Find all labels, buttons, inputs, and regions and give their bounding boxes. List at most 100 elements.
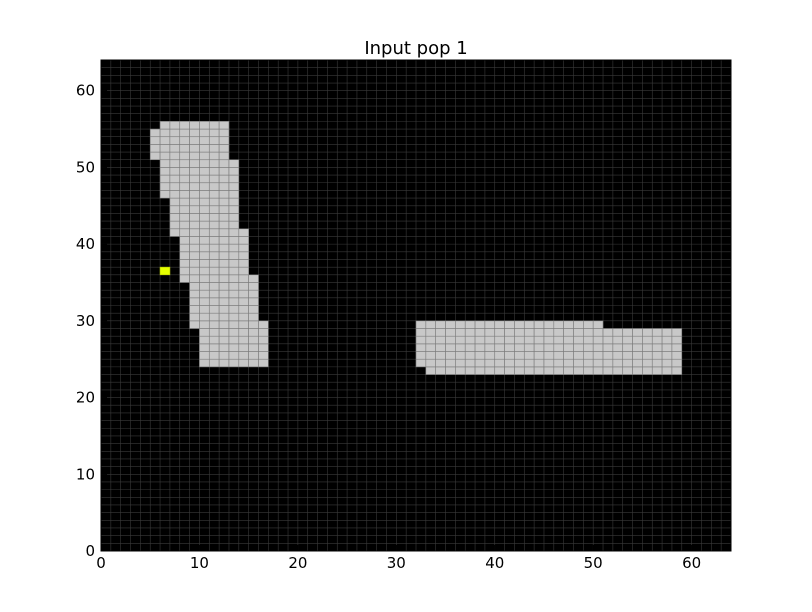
active-cell <box>632 366 643 375</box>
active-cell <box>169 220 181 230</box>
active-cell <box>651 328 663 337</box>
active-cell <box>661 328 673 337</box>
x-tick-label: 20 <box>288 554 307 572</box>
active-cell <box>189 274 200 283</box>
active-cell <box>199 282 210 291</box>
active-cell <box>622 366 633 375</box>
active-cell <box>622 328 633 337</box>
active-cell <box>474 343 486 352</box>
active-cell <box>563 335 574 345</box>
active-cell <box>218 335 230 345</box>
x-tick-label: 10 <box>190 554 209 572</box>
active-cell <box>523 320 535 329</box>
active-cell <box>602 366 614 375</box>
active-cell <box>484 335 496 345</box>
active-cell <box>228 236 240 245</box>
active-cell <box>208 297 220 306</box>
active-cell <box>445 343 456 352</box>
active-cell <box>208 312 220 322</box>
active-cell <box>218 343 230 352</box>
chart-title: Input pop 1 <box>364 38 467 59</box>
active-cell <box>455 343 466 352</box>
active-cell <box>208 259 220 268</box>
active-cell <box>228 197 240 207</box>
active-cell <box>248 335 259 345</box>
active-cell <box>553 366 564 375</box>
active-cell <box>189 182 200 191</box>
active-cell <box>671 328 683 337</box>
active-cell <box>415 320 427 329</box>
active-cell <box>415 328 427 337</box>
active-cell <box>258 328 269 337</box>
active-cell <box>199 297 210 306</box>
active-cell <box>504 366 515 375</box>
active-cell <box>425 351 436 360</box>
active-cell <box>218 197 230 207</box>
active-cell <box>179 274 190 283</box>
active-cell <box>435 366 446 375</box>
active-cell <box>218 297 230 306</box>
active-cell <box>169 151 181 161</box>
active-cell <box>651 343 663 352</box>
active-cell <box>228 159 240 168</box>
active-cell <box>592 358 604 368</box>
active-cell <box>248 320 259 329</box>
active-cell <box>208 228 220 237</box>
active-cell <box>533 351 545 360</box>
active-cell <box>248 282 259 291</box>
active-cell <box>248 312 259 322</box>
active-cell <box>218 305 230 314</box>
active-cell <box>583 320 594 329</box>
active-cell <box>671 358 683 368</box>
active-cell <box>189 197 200 207</box>
active-cell <box>563 358 574 368</box>
active-cell <box>238 297 249 306</box>
active-cell <box>208 335 220 345</box>
active-cell <box>228 289 240 299</box>
active-cell <box>484 366 496 375</box>
active-cell <box>228 297 240 306</box>
active-cell <box>228 328 240 337</box>
active-cell <box>228 358 240 368</box>
active-cell <box>159 182 171 191</box>
active-cell <box>228 305 240 314</box>
active-cell <box>218 259 230 268</box>
active-cell <box>189 305 200 314</box>
active-cell <box>494 351 505 360</box>
active-cell <box>258 351 269 360</box>
x-tick-label: 60 <box>682 554 701 572</box>
active-cell <box>612 358 624 368</box>
active-cell <box>563 343 574 352</box>
active-cell <box>199 251 210 260</box>
active-cell <box>612 328 624 337</box>
active-cell <box>189 236 200 245</box>
active-cell <box>169 144 181 153</box>
active-cell <box>248 358 259 368</box>
active-cell <box>533 366 545 375</box>
active-cell <box>199 328 210 337</box>
active-cell <box>661 351 673 360</box>
active-cell <box>602 358 614 368</box>
active-cell <box>228 343 240 352</box>
active-cell <box>169 213 181 222</box>
active-cell <box>179 136 190 145</box>
active-cell <box>464 320 476 329</box>
x-axis: 0 10 20 30 40 50 60 <box>96 545 701 572</box>
active-cell <box>228 220 240 230</box>
active-cell <box>169 205 181 214</box>
active-cell <box>169 174 181 184</box>
active-cell <box>199 136 210 145</box>
active-cell <box>523 335 535 345</box>
active-cell <box>199 305 210 314</box>
active-cell <box>189 282 200 291</box>
active-cell <box>179 251 190 260</box>
active-cell <box>445 358 456 368</box>
horizontal-shape <box>415 320 683 375</box>
active-cell <box>563 366 574 375</box>
active-cell <box>455 351 466 360</box>
x-tick-label: 30 <box>387 554 406 572</box>
active-cell <box>248 297 259 306</box>
active-cell <box>583 358 594 368</box>
active-cell <box>199 266 210 276</box>
active-cell <box>573 328 584 337</box>
